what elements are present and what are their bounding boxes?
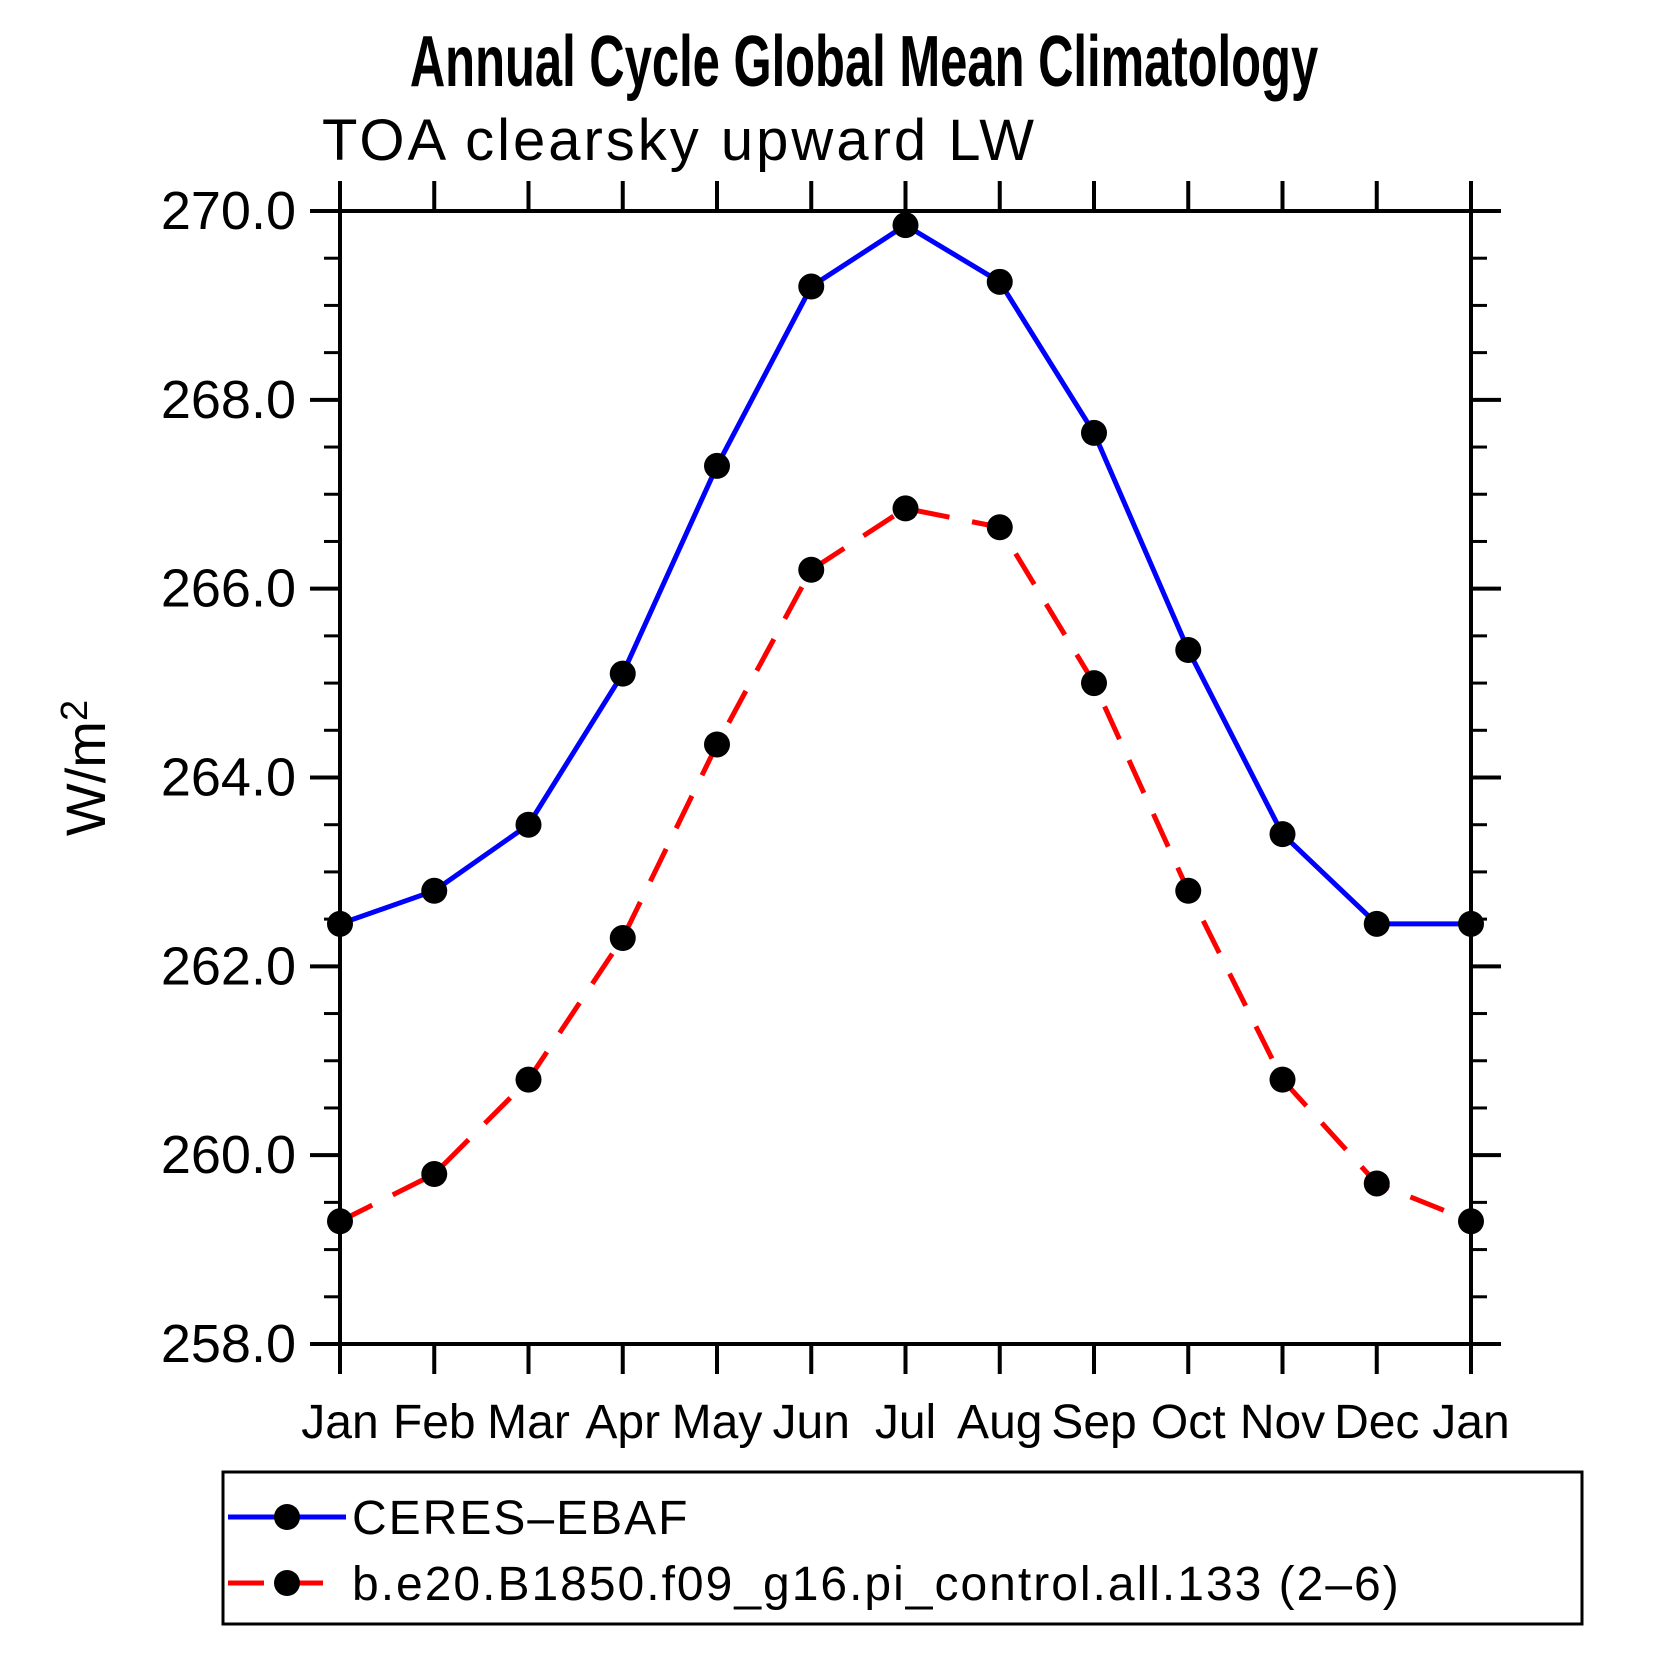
x-tick-label: Dec [1334, 1396, 1419, 1449]
x-tick-label: May [672, 1396, 763, 1449]
plot-area: 258.0 260.0 262.0 264.0 266.0 268.0 270.0 Jan Fe… [161, 181, 1510, 1449]
x-tick-label: Jul [875, 1396, 936, 1449]
data-point [1363, 1170, 1390, 1197]
x-tick-label: Jan [1432, 1396, 1509, 1449]
data-point [892, 495, 919, 522]
data-point [1269, 821, 1296, 848]
x-tick-label: Feb [393, 1396, 476, 1449]
x-tick-label: Apr [585, 1396, 660, 1449]
data-point [892, 212, 919, 239]
y-tick-label: 268.0 [161, 370, 296, 430]
series-line-solid [339, 222, 1471, 927]
data-point [515, 1066, 542, 1093]
series-line-dashed [338, 505, 1472, 1224]
y-tick-label: 266.0 [161, 559, 296, 619]
data-point [1458, 1208, 1484, 1235]
data-point [609, 660, 636, 687]
y-axis-label: W/m2 [54, 700, 117, 836]
x-tick-label: Sep [1051, 1396, 1136, 1449]
data-point [515, 811, 542, 838]
y-tick-label: 270.0 [161, 181, 296, 241]
legend-marker-dot [274, 1570, 300, 1596]
data-point [1081, 670, 1107, 697]
y-tick-label: 260.0 [161, 1125, 296, 1185]
legend-entry-model: b.e20.B1850.f09_g16.pi_control.all.133 (… [228, 1558, 1401, 1611]
y-tick-label: 262.0 [161, 936, 296, 996]
legend-marker-dot [274, 1504, 300, 1530]
legend: CERES–EBAF b.e20.B1850.f09_g16.pi_contro… [221, 1470, 1584, 1626]
data-point [1081, 419, 1107, 446]
legend-box [221, 1470, 1584, 1626]
y-tick-label: 264.0 [161, 748, 296, 808]
data-point [327, 910, 353, 937]
chart-subtitle: TOA clearsky upward LW [322, 108, 1037, 173]
x-tick-label: Mar [487, 1396, 570, 1449]
data-point [704, 731, 730, 758]
y-tick-label: 258.0 [161, 1314, 296, 1374]
legend-entry-ceres: CERES–EBAF [228, 1492, 689, 1545]
legend-label-model: b.e20.B1850.f09_g16.pi_control.all.133 (… [352, 1558, 1401, 1611]
data-point [1458, 910, 1484, 937]
data-point [609, 925, 636, 952]
x-tick-label: Nov [1240, 1396, 1325, 1449]
chart-title: Annual Cycle Global Mean Climatology [410, 22, 1318, 103]
plot-frame [338, 209, 1473, 1346]
data-point [1175, 877, 1202, 904]
data-point [798, 556, 825, 583]
x-tick-label: Oct [1151, 1396, 1226, 1449]
data-point [1175, 637, 1202, 664]
data-point [986, 268, 1013, 295]
legend-label-ceres: CERES–EBAF [352, 1492, 689, 1545]
data-point [1363, 910, 1390, 937]
data-point [421, 1161, 448, 1188]
x-tick-label: Jan [301, 1396, 378, 1449]
data-point [421, 877, 448, 904]
data-point [704, 452, 730, 479]
x-tick-label: Aug [957, 1396, 1042, 1449]
data-point [1269, 1066, 1296, 1093]
data-point [798, 273, 825, 300]
data-point [327, 1208, 353, 1235]
x-tick-label: Jun [773, 1396, 850, 1449]
data-point [986, 514, 1013, 541]
